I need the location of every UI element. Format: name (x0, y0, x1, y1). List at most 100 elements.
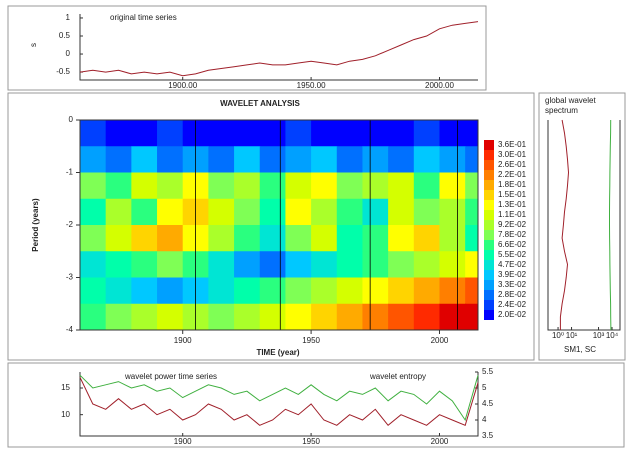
power-cell (362, 303, 389, 331)
y2-tick-label: 5.5 (482, 367, 494, 376)
power-cell (465, 225, 479, 252)
y-tick-label: -0.5 (56, 67, 70, 76)
power-cell (465, 120, 479, 147)
y-tick-label: 0.5 (59, 31, 71, 40)
power-cell (208, 198, 235, 226)
power-cell (80, 120, 107, 147)
colorbar-swatch (484, 150, 494, 160)
chart-title: original time series (110, 13, 177, 22)
colorbar-swatch (484, 180, 494, 190)
power-cell (311, 303, 338, 331)
power-cell (131, 172, 158, 200)
power-cell (362, 172, 389, 200)
colorbar-swatch (484, 160, 494, 170)
power-cell (259, 277, 286, 305)
power-cell (388, 172, 415, 200)
power-cell (388, 198, 415, 226)
colorbar-label: 3.3E-02 (498, 280, 527, 289)
power-cell (80, 198, 107, 226)
series-line (79, 374, 479, 422)
power-cell (259, 120, 286, 147)
power-cell (439, 277, 466, 305)
power-cell (157, 303, 184, 331)
power-cell (388, 120, 415, 147)
colorbar-label: 1.3E-01 (498, 200, 527, 209)
power-cell (439, 120, 466, 147)
power-cell (234, 225, 261, 252)
power-cell (208, 251, 235, 278)
power-cell (413, 198, 440, 226)
power-cell (336, 172, 363, 200)
x-tick-label: 1900 (174, 437, 192, 446)
colorbar-swatch (484, 230, 494, 240)
x-axis-label: SM1, SC (564, 345, 596, 354)
power-cell (80, 225, 107, 252)
y-tick-label: 1 (66, 13, 71, 22)
power-cell (388, 251, 415, 278)
power-cell (465, 251, 479, 278)
colorbar-swatch (484, 270, 494, 280)
power-cell (105, 303, 132, 331)
power-cell (362, 120, 389, 147)
power-cell (465, 172, 479, 200)
power-cell (388, 303, 415, 331)
power-cell (208, 120, 235, 147)
power-cell (259, 225, 286, 252)
x-tick-label: 1900.00 (168, 81, 197, 90)
colorbar-swatch (484, 290, 494, 300)
power-cell (413, 172, 440, 200)
power-cell (439, 225, 466, 252)
colorbar-swatch (484, 250, 494, 260)
chart-title: global wavelet (545, 96, 596, 105)
power-cell (311, 146, 338, 173)
power-cell (362, 251, 389, 278)
power-cell (80, 146, 107, 173)
x-tick-label: 2000 (431, 336, 449, 345)
colorbar-label: 9.2E-02 (498, 220, 527, 229)
colorbar-label: 2.8E-02 (498, 290, 527, 299)
power-cell (157, 225, 184, 252)
power-cell (157, 251, 184, 278)
power-cell (413, 146, 440, 173)
power-cell (131, 146, 158, 173)
power-cell (413, 303, 440, 331)
power-cell (234, 120, 261, 147)
top-panel (7, 5, 487, 91)
colorbar-label: 3.9E-02 (498, 270, 527, 279)
power-cell (259, 198, 286, 226)
colorbar-label: 5.5E-02 (498, 250, 527, 259)
y-tick-label: 0 (66, 49, 71, 58)
power-cell (413, 251, 440, 278)
power-cell (157, 146, 184, 173)
power-cell (234, 146, 261, 173)
power-cell (259, 172, 286, 200)
y-tick-label: 10 (61, 410, 70, 419)
power-cell (413, 277, 440, 305)
colorbar-label: 2.6E-01 (498, 160, 527, 169)
power-cell (285, 120, 312, 147)
colorbar-label: 7.8E-02 (498, 230, 527, 239)
power-cell (234, 277, 261, 305)
annotation: wavelet entropy (369, 372, 426, 381)
power-cell (439, 172, 466, 200)
colorbar-label: 3.6E-01 (498, 140, 527, 149)
colorbar-label: 2.0E-02 (498, 310, 527, 319)
power-cell (131, 120, 158, 147)
power-cell (465, 303, 479, 331)
power-cell (285, 277, 312, 305)
power-cell (336, 277, 363, 305)
y2-tick-label: 3.5 (482, 431, 494, 440)
colorbar-swatch (484, 210, 494, 220)
power-cell (285, 225, 312, 252)
power-cell (362, 277, 389, 305)
power-cell (234, 303, 261, 331)
series-line (79, 377, 479, 427)
y-tick-label: -4 (66, 325, 74, 334)
power-cell (131, 277, 158, 305)
power-cell (285, 198, 312, 226)
power-cell (465, 198, 479, 226)
power-cell (259, 303, 286, 331)
power-cell (439, 251, 466, 278)
power-cell (105, 225, 132, 252)
